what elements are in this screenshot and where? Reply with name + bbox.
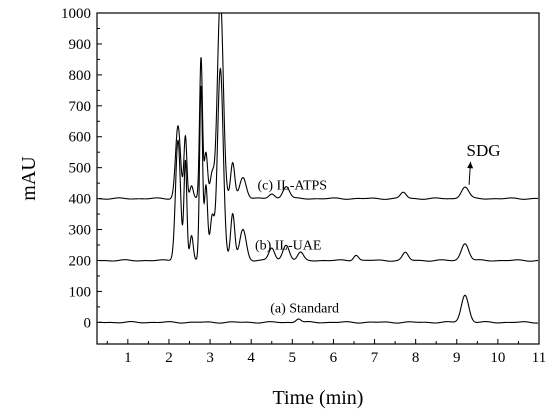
y-tick-label: 0 [84,315,92,331]
x-tick-label: 3 [206,350,214,366]
y-tick-label: 500 [69,161,92,177]
y-tick-label: 800 [69,68,92,84]
y-tick-label: 600 [69,130,92,146]
x-tick-label: 1 [124,350,132,366]
x-axis-label: Time (min) [273,387,364,409]
x-tick-label: 4 [247,350,255,366]
x-tick-label: 2 [165,350,173,366]
x-tick-label: 8 [412,350,420,366]
series-line-1 [99,67,539,262]
annotation-label: (a) Standard [270,301,339,316]
x-tick-label: 10 [490,350,505,366]
x-tick-label: 9 [453,350,461,366]
plot-frame [96,12,540,345]
x-tick-label: 6 [330,350,338,366]
y-tick-label: 1000 [61,6,91,22]
y-tick-label: 200 [69,253,92,269]
y-tick-label: 900 [69,37,92,53]
y-tick-label: 100 [69,284,92,300]
x-tick-label: 5 [289,350,297,366]
annotation-arrow-head [467,161,474,169]
annotation-label: SDG [466,141,500,160]
y-tick-label: 400 [69,192,92,208]
y-tick-label: 700 [69,99,92,115]
series-line-2 [99,13,538,200]
y-axis-label: mAU [18,156,40,201]
annotation-label: (b) IL-UAE [255,238,321,253]
x-tick-label: 7 [371,350,379,366]
annotation-label: (c) IL-ATPS [257,178,327,193]
y-tick-label: 300 [69,223,92,239]
x-tick-label: 11 [532,350,546,366]
series-line-0 [99,294,538,324]
